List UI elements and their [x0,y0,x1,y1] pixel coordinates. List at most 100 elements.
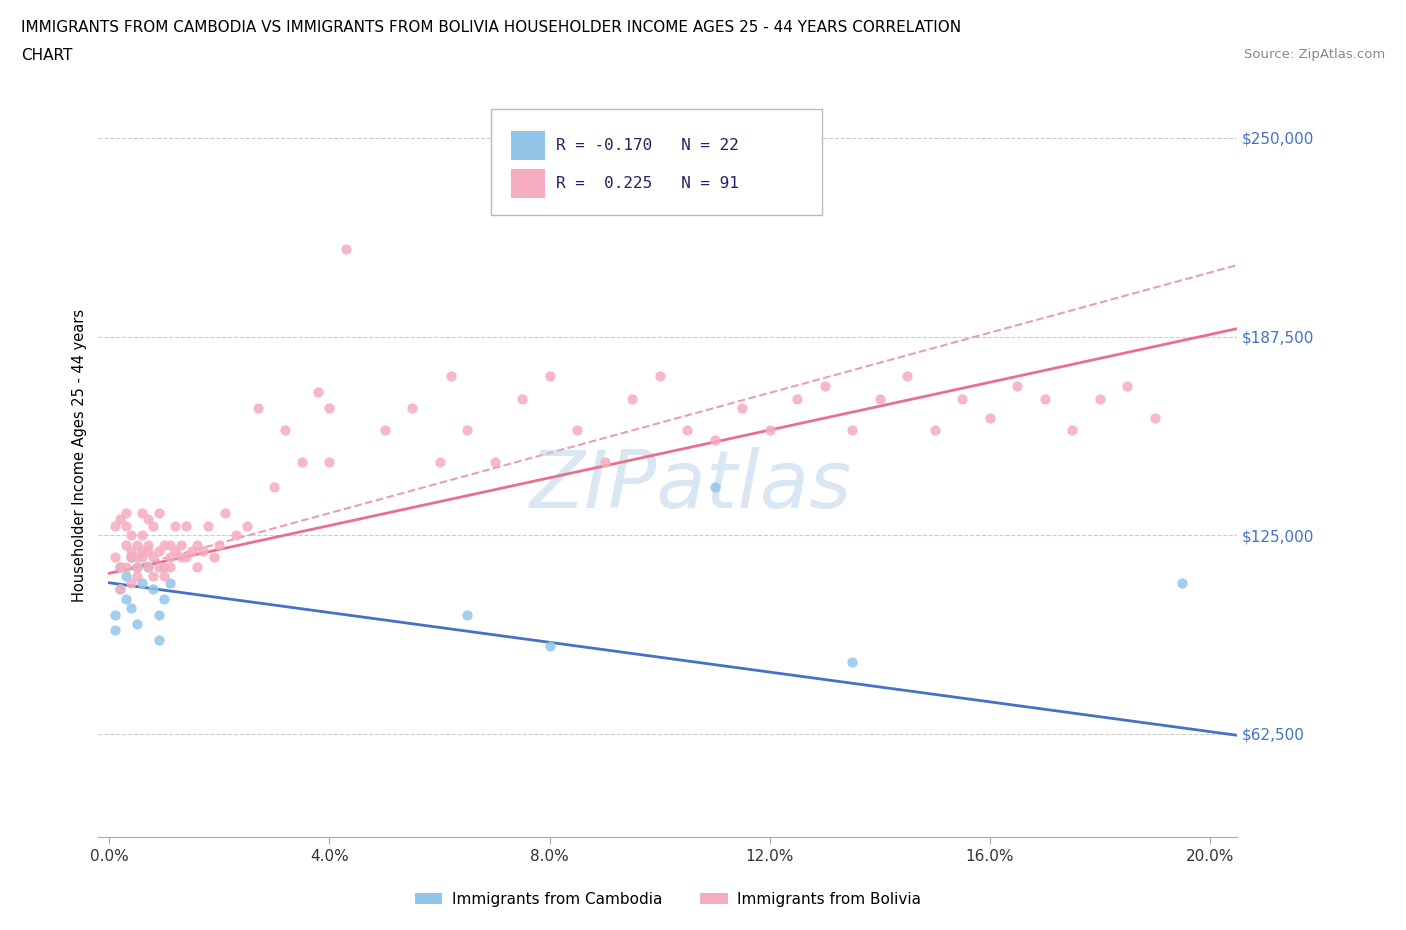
Point [456,607,478,622]
Legend: Immigrants from Cambodia, Immigrants from Bolivia: Immigrants from Cambodia, Immigrants fro… [409,886,927,913]
Point [1116,379,1139,393]
Point [202,550,225,565]
Point [786,391,808,405]
Point [148,543,170,558]
Point [125,569,148,584]
FancyBboxPatch shape [510,131,546,160]
Point [1088,391,1111,405]
Point [308,385,330,400]
Point [181,543,204,558]
Point [148,560,170,575]
Point [104,623,127,638]
Point [335,242,357,257]
Point [246,401,269,416]
Point [110,560,132,575]
Point [125,617,148,631]
Text: CHART: CHART [21,48,73,63]
Point [841,655,863,670]
Point [131,506,153,521]
Point [131,576,153,591]
Point [120,576,142,591]
Point [176,550,198,565]
Point [165,543,187,558]
Point [165,518,187,533]
Point [148,607,170,622]
Point [841,423,863,438]
Point [593,455,616,470]
Point [120,550,142,565]
Point [110,512,132,526]
Point [136,560,159,575]
Point [110,560,132,575]
Point [142,550,165,565]
Point [110,582,132,597]
Point [186,560,208,575]
Point [159,576,181,591]
Point [896,369,918,384]
Point [758,423,780,438]
Point [214,506,236,521]
Point [1005,379,1028,393]
Point [814,379,837,393]
Point [197,518,219,533]
Point [703,432,725,447]
Point [142,518,165,533]
Point [484,455,506,470]
Point [1033,391,1056,405]
Point [510,391,533,405]
Point [291,455,314,470]
Point [131,550,153,565]
Point [176,518,198,533]
Point [401,401,423,416]
Point [429,455,451,470]
Point [104,518,127,533]
Point [153,569,176,584]
Point [439,369,461,384]
Point [115,506,138,521]
Point [1062,423,1084,438]
Point [120,550,142,565]
Point [115,560,138,575]
Point [159,560,181,575]
Point [979,410,1001,425]
Point [115,569,138,584]
Point [1171,576,1194,591]
Point [142,569,165,584]
Point [115,538,138,552]
Point [148,506,170,521]
Point [225,527,247,542]
Point [110,582,132,597]
Text: Source: ZipAtlas.com: Source: ZipAtlas.com [1244,48,1385,61]
FancyBboxPatch shape [491,109,821,216]
Point [456,423,478,438]
Point [104,550,127,565]
Point [186,538,208,552]
Point [1143,410,1166,425]
Point [373,423,395,438]
Text: R = -0.170   N = 22: R = -0.170 N = 22 [557,138,740,153]
Point [274,423,297,438]
Point [869,391,891,405]
Point [104,607,127,622]
Point [565,423,588,438]
Point [676,423,699,438]
Point [538,369,561,384]
Point [170,550,193,565]
Point [131,527,153,542]
Point [148,632,170,647]
Point [263,480,285,495]
Point [131,543,153,558]
Point [731,401,754,416]
Point [153,591,176,606]
Text: R =  0.225   N = 91: R = 0.225 N = 91 [557,176,740,191]
Text: ZIPatlas: ZIPatlas [530,447,852,525]
Point [924,423,946,438]
Point [120,543,142,558]
Point [318,455,340,470]
Point [125,538,148,552]
Point [153,560,176,575]
Point [538,639,561,654]
Text: IMMIGRANTS FROM CAMBODIA VS IMMIGRANTS FROM BOLIVIA HOUSEHOLDER INCOME AGES 25 -: IMMIGRANTS FROM CAMBODIA VS IMMIGRANTS F… [21,20,962,35]
Point [136,512,159,526]
Point [191,543,214,558]
